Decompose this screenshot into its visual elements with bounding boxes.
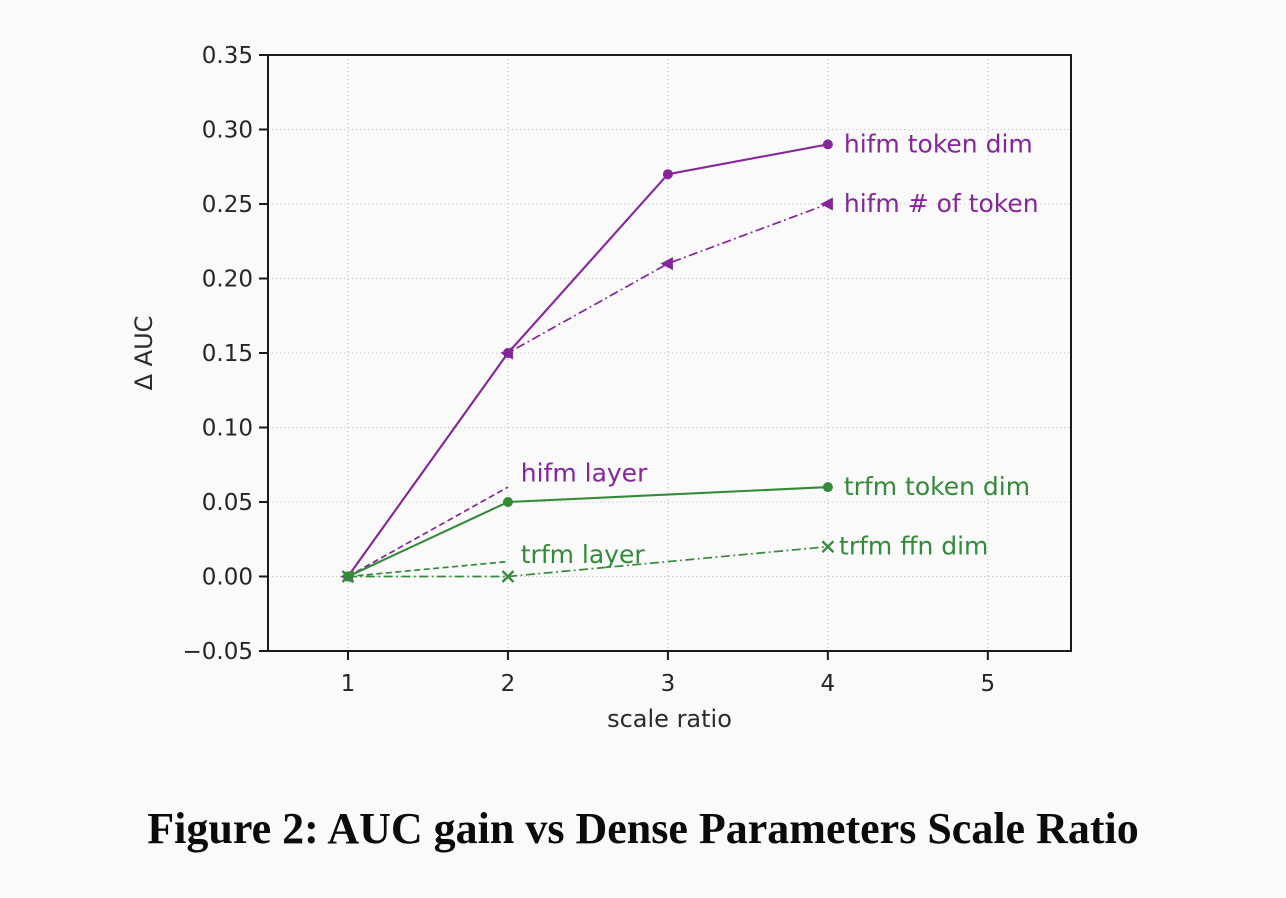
y-tick-label: 0.25 [202, 192, 253, 218]
triangle-left-marker-hifm-of-token [500, 346, 513, 360]
y-tick-label: 0.15 [202, 341, 253, 367]
series-line-hifm-of-token [347, 203, 829, 577]
y-tick-label: 0.10 [202, 416, 253, 442]
series-label-trfm-token-dim: trfm token dim [844, 472, 1030, 501]
x-marker-trfm-ffn-dim [821, 540, 835, 554]
series-line-hifm-token-dim [347, 143, 829, 578]
series-label-trfm-layer: trfm layer [521, 540, 646, 569]
x-tick-label: 4 [821, 671, 836, 697]
series-label-hifm-of-token: hifm # of token [844, 189, 1039, 218]
x-axis: 1 2 3 4 5 scale ratio [341, 651, 995, 733]
series-label-hifm-layer: hifm layer [521, 459, 648, 488]
series-label-trfm-ffn-dim: trfm ffn dim [839, 532, 988, 561]
x-tick-label: 2 [501, 671, 516, 697]
series-hifm-layer: hifm layer [347, 459, 648, 578]
x-tick-label: 5 [981, 671, 996, 697]
x-marker-trfm-ffn-dim [341, 570, 355, 583]
series-hifm-token-dim: hifm token dim [342, 129, 1033, 582]
auc-line-chart: hifm token dim hifm # of token hifm layer t… [130, 43, 1072, 733]
series-hifm-of-token: hifm # of token [340, 189, 1039, 583]
series-label-hifm-token-dim: hifm token dim [844, 129, 1033, 158]
triangle-left-marker-hifm-of-token [820, 197, 833, 211]
series-trfm-token-dim: trfm token dim [342, 472, 1030, 582]
circle-marker-hifm-token-dim [822, 139, 833, 150]
series-line-hifm-layer [347, 486, 509, 578]
series-line-trfm-ffn-dim [347, 545, 828, 578]
x-axis-title: scale ratio [607, 705, 732, 733]
series-trfm-ffn-dim: trfm ffn dim [341, 532, 988, 583]
y-axis-title: Δ AUC [130, 316, 158, 391]
x-marker-trfm-ffn-dim [501, 570, 515, 583]
series-line-trfm-layer [347, 560, 509, 578]
y-tick-label: 0.00 [202, 565, 253, 591]
x-tick-label: 3 [661, 671, 676, 697]
circle-marker-trfm-token-dim [502, 497, 513, 507]
circle-marker-trfm-token-dim [822, 482, 833, 493]
y-axis: −0.05 0.00 0.05 0.10 0.15 0.20 0.25 0.30 0.35 Δ A… [130, 43, 268, 665]
circle-marker-hifm-token-dim [662, 169, 673, 180]
figure-caption: Figure 2: AUC gain vs Dense Parameters S… [147, 804, 1139, 853]
y-tick-label: 0.20 [202, 267, 253, 293]
y-tick-label: 0.05 [202, 490, 253, 516]
y-tick-label: −0.05 [183, 639, 253, 665]
series-trfm-layer: trfm layer [347, 540, 646, 578]
y-tick-label: 0.35 [202, 43, 253, 69]
triangle-left-marker-hifm-of-token [660, 257, 673, 271]
x-tick-label: 1 [341, 671, 356, 697]
y-tick-label: 0.30 [202, 118, 253, 144]
